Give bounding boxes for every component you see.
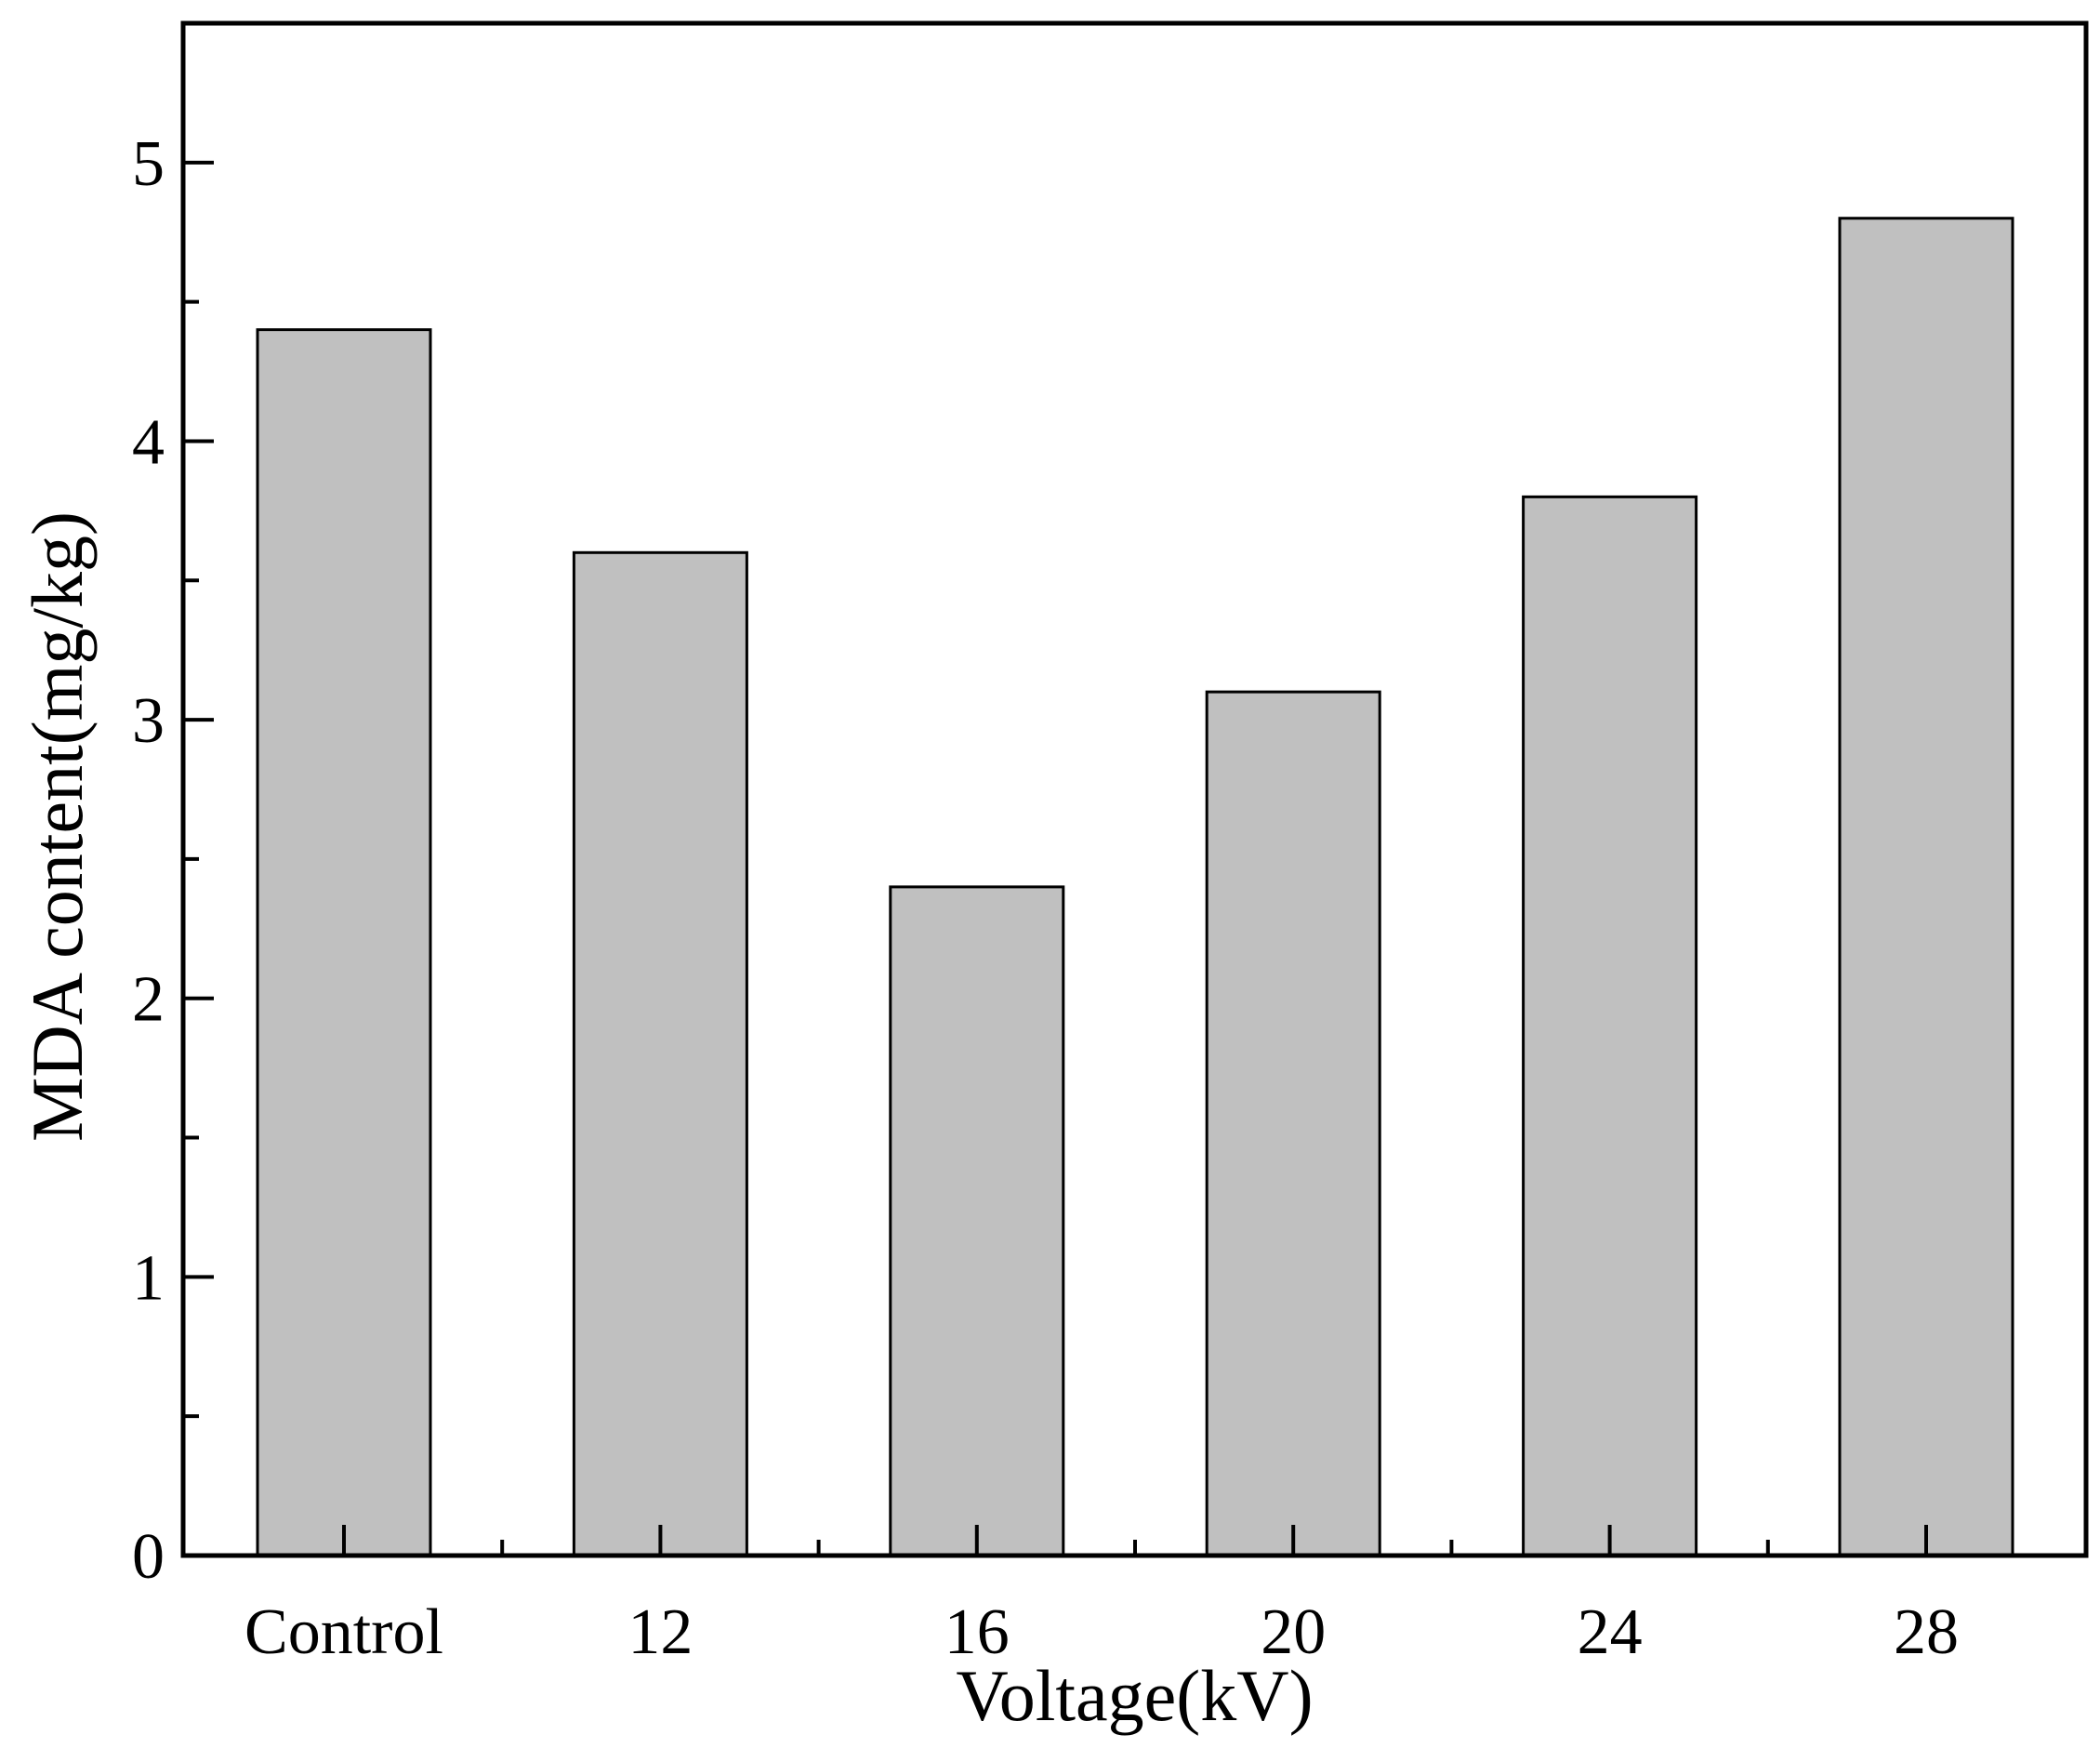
y-tick-label: 1: [132, 1242, 165, 1314]
bar-20: [1205, 690, 1381, 1557]
plot-frame: [180, 20, 2089, 1558]
y-tick-label: 3: [132, 685, 165, 757]
bar-12: [572, 550, 748, 1557]
y-tick-label: 4: [132, 406, 165, 478]
bar-control: [256, 328, 432, 1557]
x-tick-label: 16: [944, 1596, 1010, 1668]
bar-16: [889, 885, 1065, 1557]
y-tick-label: 5: [132, 128, 165, 200]
x-axis-label: Voltage(kV): [956, 1655, 1313, 1736]
y-tick-label: 0: [132, 1521, 165, 1593]
bars-group: [256, 217, 2014, 1557]
x-tick-label: Control: [244, 1596, 443, 1668]
x-tick-label: 24: [1578, 1596, 1643, 1668]
x-tick-label: 12: [627, 1596, 693, 1668]
x-tick-label: 20: [1261, 1596, 1326, 1668]
y-tick-label: 2: [132, 964, 165, 1036]
bar-24: [1522, 495, 1698, 1557]
y-axis-label: MDA content(mg/kg): [17, 511, 98, 1142]
bar-28: [1838, 217, 2014, 1557]
x-tick-label: 28: [1894, 1596, 1959, 1668]
